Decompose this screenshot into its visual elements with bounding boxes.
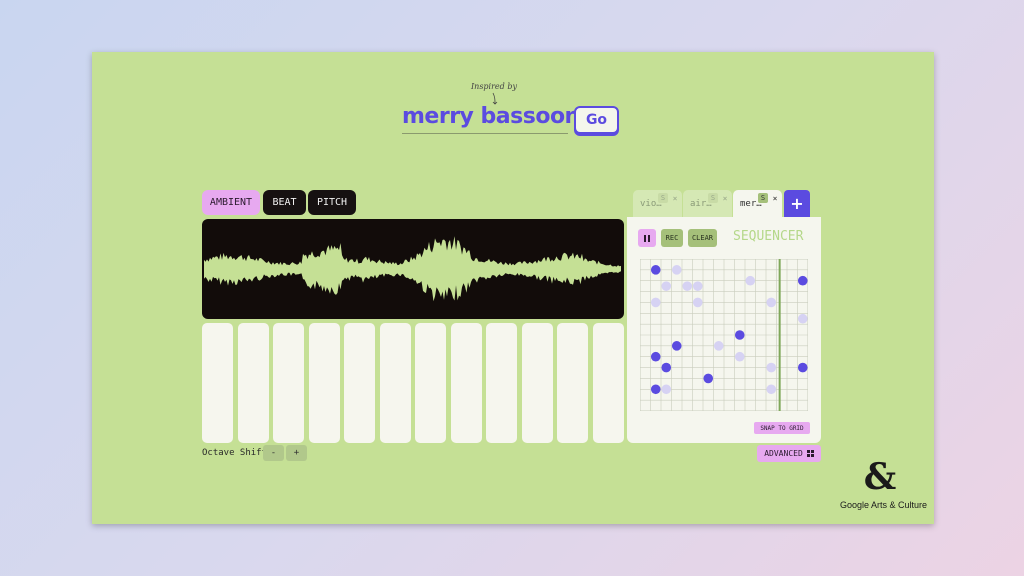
grid-icon — [806, 450, 814, 457]
sequencer-note[interactable] — [661, 362, 672, 373]
sequencer-note[interactable] — [650, 265, 661, 275]
octave-down-button[interactable]: - — [263, 445, 284, 461]
tab-label: vio… — [640, 198, 662, 209]
tab-label: air… — [690, 198, 712, 209]
clear-button[interactable]: CLEAR — [688, 229, 717, 247]
piano-key[interactable] — [237, 323, 269, 443]
tab-vio[interactable]: vio… S × — [633, 190, 682, 217]
ghost-note[interactable] — [713, 341, 724, 351]
ghost-note[interactable] — [661, 384, 672, 395]
go-button[interactable]: Go — [574, 106, 619, 134]
rec-button[interactable]: REC — [661, 229, 683, 247]
snap-to-grid-button[interactable]: SNAP TO GRID — [754, 422, 810, 434]
mode-pitch-button[interactable]: PITCH — [308, 190, 356, 215]
piano-key[interactable] — [379, 323, 411, 443]
mode-beat-button[interactable]: BEAT — [263, 190, 306, 215]
advanced-button[interactable]: ADVANCED — [757, 445, 821, 462]
piano-keys — [202, 323, 624, 443]
sequencer-note[interactable] — [671, 341, 682, 351]
tab-label: mer… — [740, 198, 762, 209]
sequencer-title: SEQUENCER — [733, 229, 804, 244]
sequencer-note[interactable] — [650, 351, 661, 362]
mode-ambient-button[interactable]: AMBIENT — [202, 190, 260, 215]
ghost-note[interactable] — [797, 313, 808, 324]
arrow-down-icon — [492, 92, 498, 105]
piano-key[interactable] — [415, 323, 447, 443]
piano-key[interactable] — [202, 323, 233, 443]
tab-mer[interactable]: mer… S × — [733, 190, 782, 217]
piano-key[interactable] — [450, 323, 482, 443]
sequencer-grid[interactable] — [640, 259, 808, 411]
octave-up-button[interactable]: + — [286, 445, 307, 461]
ghost-note[interactable] — [766, 384, 777, 395]
google-arts-culture-logo-text: Google Arts & Culture — [840, 500, 928, 510]
ghost-note[interactable] — [766, 297, 777, 308]
pause-button[interactable] — [638, 229, 656, 247]
pause-icon — [644, 234, 646, 242]
ghost-note[interactable] — [692, 297, 703, 308]
piano-key[interactable] — [521, 323, 553, 443]
ghost-note[interactable] — [661, 281, 672, 291]
instrument-title: merry bassoon — [402, 104, 580, 129]
ghost-note[interactable] — [745, 275, 756, 286]
solo-button[interactable]: S — [708, 193, 718, 203]
piano-key[interactable] — [557, 323, 589, 443]
piano-key[interactable] — [308, 323, 340, 443]
ghost-note[interactable] — [650, 297, 661, 308]
google-arts-culture-logo-icon: & — [863, 456, 897, 498]
sequencer-note[interactable] — [797, 362, 808, 373]
piano-key[interactable] — [344, 323, 376, 443]
close-icon[interactable]: × — [672, 193, 678, 203]
tab-air[interactable]: air… S × — [683, 190, 732, 217]
piano-key[interactable] — [486, 323, 518, 443]
sequencer-note[interactable] — [650, 384, 661, 395]
add-track-button[interactable]: + — [784, 190, 810, 217]
ghost-note[interactable] — [671, 265, 682, 275]
advanced-label: ADVANCED — [764, 449, 803, 458]
sequencer-note[interactable] — [703, 373, 714, 384]
ghost-note[interactable] — [682, 281, 693, 291]
solo-button[interactable]: S — [758, 193, 768, 203]
sequencer-note[interactable] — [734, 330, 745, 340]
ghost-note[interactable] — [766, 362, 777, 373]
ghost-note[interactable] — [734, 351, 745, 362]
pause-icon — [648, 234, 650, 242]
piano-key[interactable] — [273, 323, 305, 443]
waveform-graphic — [204, 236, 621, 302]
solo-button[interactable]: S — [658, 193, 668, 203]
octave-shift-label: Octave Shift — [202, 448, 268, 458]
inspired-by-label: Inspired by — [471, 82, 517, 91]
close-icon[interactable]: × — [772, 193, 778, 203]
ghost-note[interactable] — [692, 281, 703, 291]
piano-key[interactable] — [593, 323, 624, 443]
instrument-name-field[interactable]: merry bassoon — [402, 100, 580, 134]
sequencer-note[interactable] — [797, 275, 808, 286]
close-icon[interactable]: × — [722, 193, 728, 203]
waveform-display[interactable] — [202, 219, 624, 319]
